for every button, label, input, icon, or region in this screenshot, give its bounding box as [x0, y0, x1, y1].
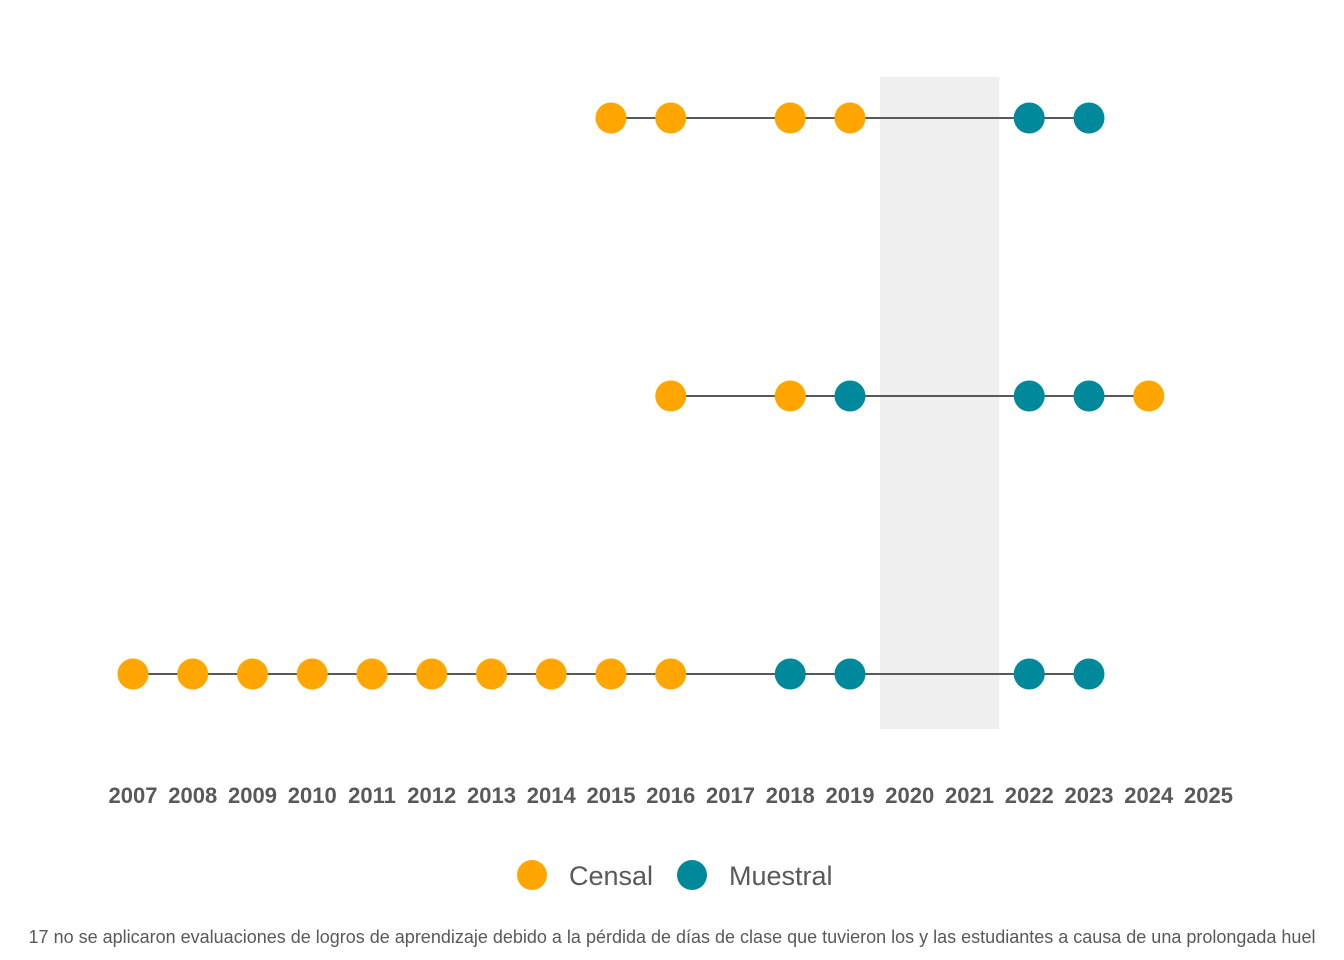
point-row3-2007-censal — [117, 658, 149, 690]
point-row1-2023-muestral — [1073, 102, 1105, 134]
x-tick-label-2017: 2017 — [706, 783, 755, 808]
point-row1-2022-muestral — [1013, 102, 1045, 134]
point-row2-2019-muestral — [834, 380, 866, 412]
point-row3-2009-censal — [237, 658, 268, 690]
footnote: 17 no se aplicaron evaluaciones de logro… — [29, 927, 1316, 947]
point-row3-2015-censal — [595, 658, 627, 690]
point-row2-2024-censal — [1133, 380, 1165, 412]
x-tick-label-2022: 2022 — [1005, 783, 1054, 808]
point-row2-2023-muestral — [1073, 380, 1105, 412]
x-tick-label-2023: 2023 — [1065, 783, 1114, 808]
x-tick-label-2007: 2007 — [109, 783, 158, 808]
x-tick-label-2020: 2020 — [885, 783, 934, 808]
x-tick-label-2008: 2008 — [168, 783, 217, 808]
x-tick-label-2010: 2010 — [288, 783, 337, 808]
point-row1-2018-censal — [774, 102, 806, 134]
shaded-period-layer — [879, 77, 1000, 729]
x-tick-label-2016: 2016 — [646, 783, 695, 808]
shaded-period — [879, 77, 1000, 729]
point-row3-2013-censal — [476, 658, 507, 690]
x-tick-label-2011: 2011 — [348, 783, 396, 808]
point-row3-2016-censal — [655, 658, 687, 690]
point-row3-2019-muestral — [834, 658, 866, 690]
point-row3-2010-censal — [296, 658, 328, 690]
x-axis-ticks: 2007 2008 2009 2010 2011 2012 2013 2014 2015 2016… — [109, 783, 1233, 808]
legend-censal-label: Censal — [569, 861, 653, 891]
point-row3-2018-muestral — [774, 658, 806, 690]
x-tick-label-2014: 2014 — [527, 783, 577, 808]
x-tick-label-2021: 2021 — [945, 783, 994, 808]
point-row3-2022-muestral — [1013, 658, 1045, 690]
point-row1-2016-censal — [655, 102, 687, 134]
x-tick-label-2012: 2012 — [407, 783, 456, 808]
x-tick-label-2013: 2013 — [467, 783, 516, 808]
x-tick-label-2015: 2015 — [587, 783, 636, 808]
point-row3-2014-censal — [535, 658, 567, 690]
point-row1-2015-censal — [595, 102, 627, 134]
legend-censal-swatch — [517, 860, 547, 890]
point-row3-2011-censal — [356, 658, 388, 690]
x-tick-label-2024: 2024 — [1124, 783, 1174, 808]
point-row3-2012-censal — [416, 658, 448, 690]
legend-muestral-label: Muestral — [729, 861, 833, 891]
points-layer — [117, 102, 1165, 690]
point-row3-2023-muestral — [1073, 658, 1105, 690]
legend-muestral-swatch — [677, 860, 707, 890]
x-tick-label-2009: 2009 — [228, 783, 277, 808]
x-tick-label-2019: 2019 — [826, 783, 875, 808]
point-row1-2019-censal — [834, 102, 866, 134]
point-row2-2018-censal — [774, 380, 806, 412]
point-row2-2016-censal — [655, 380, 687, 412]
point-row3-2008-censal — [177, 658, 209, 690]
x-tick-label-2018: 2018 — [766, 783, 815, 808]
legend: Censal Muestral — [517, 860, 833, 891]
x-tick-label-2025: 2025 — [1184, 783, 1233, 808]
point-row2-2022-muestral — [1013, 380, 1045, 412]
